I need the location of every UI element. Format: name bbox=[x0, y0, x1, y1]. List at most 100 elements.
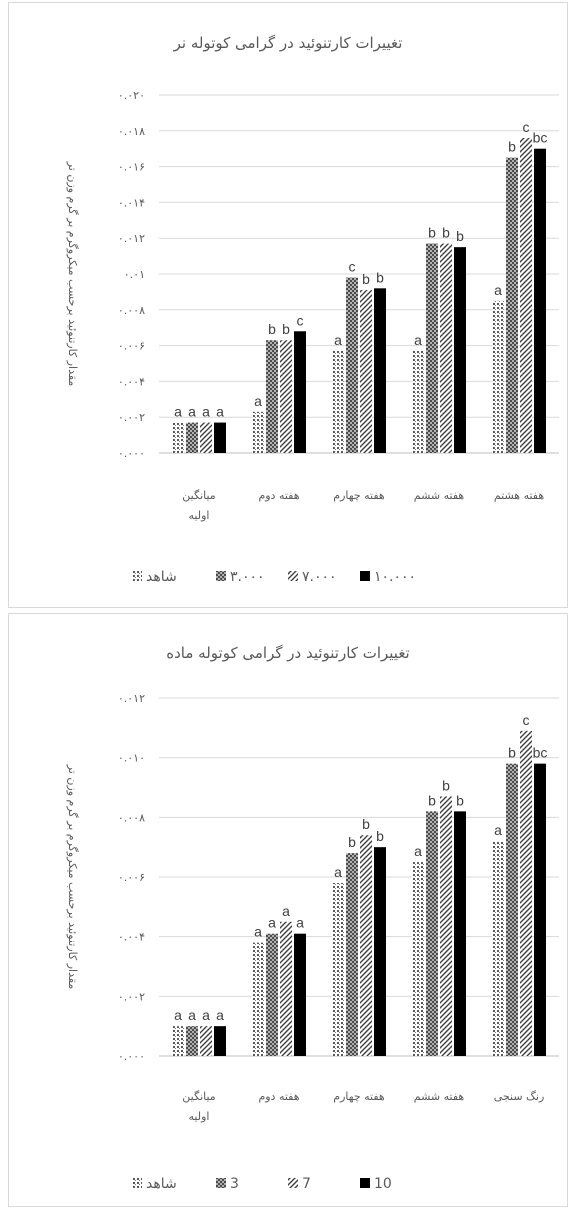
bar bbox=[346, 853, 358, 1056]
significance-label: a bbox=[254, 393, 262, 409]
bar bbox=[426, 811, 438, 1056]
legend-label: 10 bbox=[374, 1176, 392, 1192]
carotenoid-chart-male: تغییرات کارتنوئید در گرامی کوتوله نر مقدا… bbox=[66, 34, 559, 585]
legend-swatch bbox=[132, 571, 142, 581]
significance-label: b bbox=[268, 321, 276, 337]
significance-label: b bbox=[362, 816, 370, 832]
legend-label: ۱۰.۰۰۰ bbox=[374, 569, 416, 585]
bar bbox=[360, 835, 372, 1056]
x-tick-label: هفته ششم bbox=[414, 1090, 465, 1103]
significance-label: b bbox=[362, 271, 370, 287]
bar bbox=[374, 288, 386, 453]
legend-item: ۳.۰۰۰ bbox=[216, 569, 265, 585]
legend-item: 3 bbox=[216, 1176, 239, 1192]
significance-label: b bbox=[282, 321, 290, 337]
y-tick-label: ۰.۰۰۸ bbox=[118, 304, 145, 317]
x-tick-label: هفته دوم bbox=[258, 489, 299, 502]
y-tick-label: ۰.۰۰۰ bbox=[118, 447, 145, 460]
bar bbox=[172, 1026, 184, 1056]
significance-label: b bbox=[508, 745, 516, 761]
bar bbox=[506, 157, 518, 453]
significance-label: a bbox=[268, 915, 276, 931]
bar bbox=[280, 340, 292, 453]
significance-label: c bbox=[523, 712, 530, 728]
legend-item: 7 bbox=[288, 1176, 311, 1192]
significance-label: b bbox=[376, 828, 384, 844]
carotenoid-chart-female: تغییرات کارتنوئید در گرامی کوتوله ماده مق… bbox=[66, 644, 559, 1192]
x-tick-label: اولیه bbox=[189, 1110, 210, 1123]
significance-label: a bbox=[296, 915, 304, 931]
legend-item: شاهد bbox=[132, 1176, 177, 1192]
legend-swatch bbox=[216, 1178, 226, 1188]
x-tick-label: اولیه bbox=[189, 509, 210, 522]
y-tick-label: ۰.۰۱۶ bbox=[118, 161, 145, 174]
legend-label: ۳.۰۰۰ bbox=[230, 569, 265, 585]
legend-label: شاهد bbox=[146, 1176, 177, 1192]
legend-swatch bbox=[360, 571, 370, 581]
bar bbox=[426, 243, 438, 453]
legend-item: ۱۰.۰۰۰ bbox=[360, 569, 416, 585]
significance-label: b bbox=[456, 228, 464, 244]
significance-label: b bbox=[376, 269, 384, 285]
bar bbox=[186, 422, 198, 453]
significance-label: b bbox=[348, 834, 356, 850]
bar bbox=[294, 331, 306, 453]
x-tick-label: هفته چهارم bbox=[333, 489, 385, 502]
y-axis-label: مقدار کارتنوئید برحسب میکروگرم بر گرم وز… bbox=[66, 161, 79, 387]
y-tick-label: ۰.۰۰۰ bbox=[118, 1050, 145, 1063]
significance-label: c bbox=[297, 312, 304, 328]
y-tick-label: ۰.۰۱۴ bbox=[118, 196, 145, 209]
legend-item: 10 bbox=[360, 1176, 392, 1192]
legend-swatch bbox=[288, 1178, 298, 1188]
legend-swatch bbox=[360, 1178, 370, 1188]
bar bbox=[294, 933, 306, 1056]
y-tick-label: ۰.۰۱۸ bbox=[118, 125, 145, 138]
significance-label: a bbox=[202, 1007, 210, 1023]
legend-label: ۷.۰۰۰ bbox=[302, 569, 337, 585]
chart-title: تغییرات کارتنوئید در گرامی کوتوله نر bbox=[173, 34, 403, 52]
bar bbox=[252, 942, 264, 1056]
bar bbox=[346, 277, 358, 453]
significance-label: a bbox=[282, 903, 290, 919]
bar bbox=[252, 411, 264, 453]
bar bbox=[454, 811, 466, 1056]
bar bbox=[520, 137, 532, 453]
bar bbox=[266, 340, 278, 453]
bar bbox=[332, 350, 344, 453]
x-tick-label: هفته ششم bbox=[414, 489, 465, 502]
chart-panel-male: تغییرات کارتنوئید در گرامی کوتوله نر مقدا… bbox=[8, 2, 568, 608]
y-tick-label: ۰.۰۰۴ bbox=[118, 931, 145, 944]
bar bbox=[186, 1026, 198, 1056]
y-axis-label: مقدار کارتنوئید برحسب میکروگرم بر گرم وز… bbox=[66, 764, 79, 990]
significance-label: b bbox=[442, 225, 450, 241]
significance-label: a bbox=[494, 822, 502, 838]
significance-label: b bbox=[442, 777, 450, 793]
bar bbox=[360, 290, 372, 453]
y-tick-label: ۰.۰۱۲ bbox=[118, 232, 145, 245]
x-tick-label: میانگین bbox=[182, 489, 216, 502]
significance-label: a bbox=[494, 282, 502, 298]
y-tick-label: ۰.۰۱۰ bbox=[118, 752, 145, 765]
significance-label: a bbox=[414, 843, 422, 859]
bar bbox=[534, 148, 546, 453]
legend-item: ۷.۰۰۰ bbox=[288, 569, 337, 585]
y-tick-label: ۰.۰۲۰ bbox=[118, 89, 145, 102]
bar bbox=[492, 841, 504, 1056]
x-tick-label: میانگین bbox=[182, 1090, 216, 1103]
bar bbox=[200, 422, 212, 453]
x-tick-label: هفته هشتم bbox=[494, 489, 545, 502]
significance-label: b bbox=[428, 792, 436, 808]
bar bbox=[506, 763, 518, 1056]
bar bbox=[266, 933, 278, 1056]
y-tick-label: ۰.۰۰۸ bbox=[118, 811, 145, 824]
significance-label: b bbox=[508, 139, 516, 155]
significance-label: a bbox=[188, 1007, 196, 1023]
legend-swatch bbox=[288, 571, 298, 581]
bar bbox=[520, 730, 532, 1056]
legend-swatch bbox=[216, 571, 226, 581]
bar bbox=[280, 921, 292, 1056]
significance-label: c bbox=[349, 259, 356, 275]
significance-label: b bbox=[456, 792, 464, 808]
y-tick-label: ۰.۰۰۶ bbox=[118, 871, 145, 884]
bar bbox=[172, 422, 184, 453]
